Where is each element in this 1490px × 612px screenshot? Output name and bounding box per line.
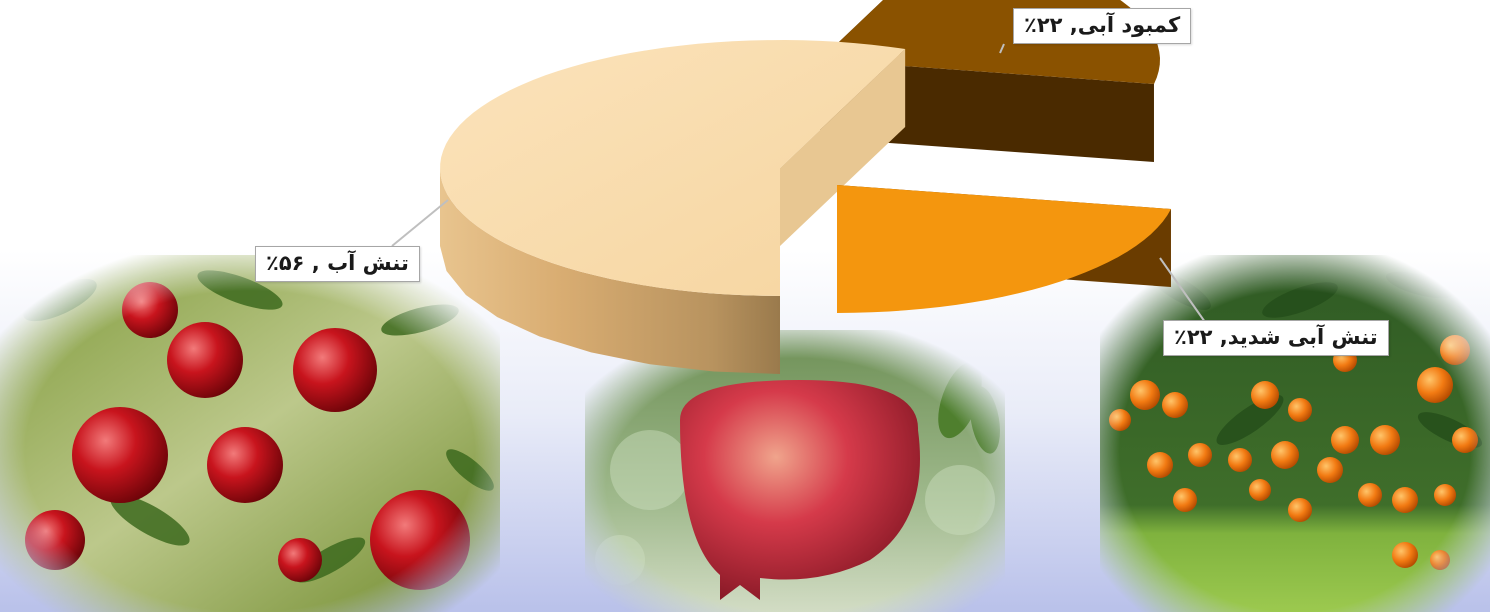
apple-orchard-photo [0, 255, 500, 612]
slice-water-stress-cut-wall [780, 48, 906, 246]
leader-line-severe-water-stress [1159, 257, 1206, 323]
slice-water-stress-top [440, 40, 906, 296]
leader-line-water-stress [391, 199, 449, 247]
pomegranate-photo [585, 330, 1005, 612]
data-label-water-stress: تنش آب , ۵۶٪ [255, 246, 420, 282]
slice-water-stress [440, 40, 906, 374]
data-label-water-shortage: کمبود آبی, ۲۲٪ [1013, 8, 1192, 44]
leader-lines [391, 43, 1206, 323]
slice-severe-water-stress-top [837, 185, 1171, 313]
slice-severe-water-stress [837, 185, 1171, 313]
slice-water-stress-side-wall [440, 168, 780, 374]
data-label-severe-water-stress: تنش آبی شدید, ۲۲٪ [1163, 320, 1389, 356]
pie [440, 0, 1171, 374]
orange-tree-photo [1100, 255, 1490, 612]
leader-line-water-shortage [999, 43, 1005, 54]
